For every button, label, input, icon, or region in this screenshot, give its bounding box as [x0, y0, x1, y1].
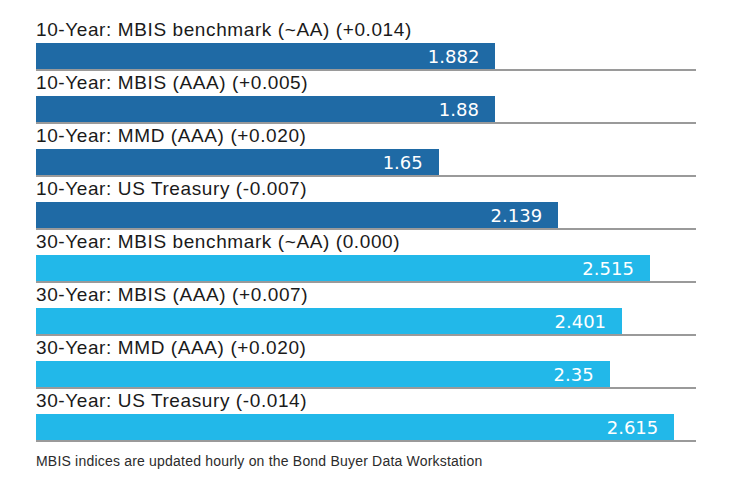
bar-row: 30-Year: MMD (AAA) (+0.020) 2.35: [36, 336, 696, 389]
bar: 2.35: [36, 361, 610, 387]
bar-row: 30-Year: MBIS benchmark (~AA) (0.000) 2.…: [36, 230, 696, 283]
bar-row: 10-Year: MBIS (AAA) (+0.005) 1.88: [36, 71, 696, 124]
bar-category-label: 30-Year: US Treasury (-0.014): [36, 389, 696, 414]
bar-value-label: 2.615: [607, 417, 675, 438]
bar-track: 2.615: [36, 414, 696, 442]
bar-value-label: 2.35: [554, 364, 610, 385]
bar-value-label: 1.65: [383, 152, 439, 173]
bar-value-label: 2.401: [555, 311, 623, 332]
bar-value-label: 1.88: [439, 99, 495, 120]
bar-track: 1.65: [36, 149, 696, 177]
bond-yield-bar-chart: 10-Year: MBIS benchmark (~AA) (+0.014) 1…: [0, 0, 740, 469]
bar-row: 10-Year: MBIS benchmark (~AA) (+0.014) 1…: [36, 18, 696, 71]
bar-row: 10-Year: US Treasury (-0.007) 2.139: [36, 177, 696, 230]
bar: 2.401: [36, 308, 622, 334]
bar-row: 30-Year: US Treasury (-0.014) 2.615: [36, 389, 696, 442]
bar-track: 1.882: [36, 43, 696, 71]
bar-category-label: 10-Year: MMD (AAA) (+0.020): [36, 124, 696, 149]
bar: 1.65: [36, 149, 439, 175]
bar-category-label: 30-Year: MBIS benchmark (~AA) (0.000): [36, 230, 696, 255]
bar-category-label: 10-Year: MBIS benchmark (~AA) (+0.014): [36, 18, 696, 43]
bar-category-label: 30-Year: MBIS (AAA) (+0.007): [36, 283, 696, 308]
bar-value-label: 2.515: [582, 258, 650, 279]
bar-track: 2.35: [36, 361, 696, 389]
bar: 1.882: [36, 43, 495, 69]
bar: 2.515: [36, 255, 650, 281]
bar-track: 1.88: [36, 96, 696, 124]
bar: 1.88: [36, 96, 495, 122]
bar-track: 2.139: [36, 202, 696, 230]
bar-track: 2.401: [36, 308, 696, 336]
bar-row: 10-Year: MMD (AAA) (+0.020) 1.65: [36, 124, 696, 177]
chart-rows: 10-Year: MBIS benchmark (~AA) (+0.014) 1…: [36, 18, 740, 442]
bar-category-label: 30-Year: MMD (AAA) (+0.020): [36, 336, 696, 361]
bar-value-label: 2.139: [491, 205, 559, 226]
chart-footnote: MBIS indices are updated hourly on the B…: [36, 453, 740, 469]
bar: 2.139: [36, 202, 558, 228]
bar: 2.615: [36, 414, 674, 440]
bar-value-label: 1.882: [428, 46, 496, 67]
bar-category-label: 10-Year: US Treasury (-0.007): [36, 177, 696, 202]
bar-track: 2.515: [36, 255, 696, 283]
bar-row: 30-Year: MBIS (AAA) (+0.007) 2.401: [36, 283, 696, 336]
bar-category-label: 10-Year: MBIS (AAA) (+0.005): [36, 71, 696, 96]
